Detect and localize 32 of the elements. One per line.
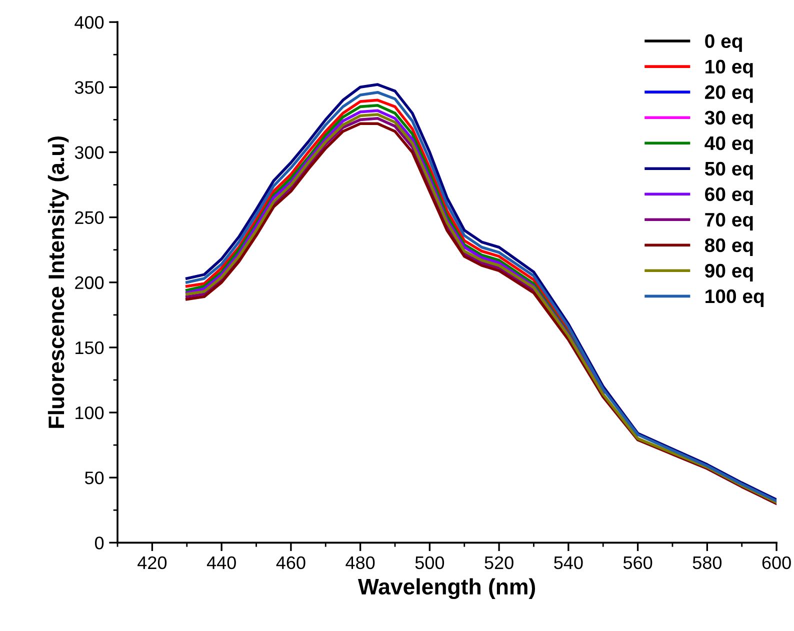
legend-label: 20 eq [705, 85, 753, 103]
legend-label: 10 eq [706, 60, 753, 78]
y-tick-label: 350 [74, 81, 104, 94]
legend-label: 60 eq [705, 187, 753, 205]
x-tick-label: 460 [276, 556, 306, 570]
x-tick-label: 420 [138, 556, 167, 570]
legend-label: 70 eq [705, 212, 753, 230]
legend-label: 30 eq [704, 110, 753, 128]
x-tick-label: 540 [554, 556, 583, 570]
x-axis-title: Wavelength (nm) [358, 578, 536, 600]
y-tick-label: 50 [84, 472, 104, 484]
y-tick-label: 150 [76, 341, 104, 354]
x-tick-label: 580 [692, 556, 722, 570]
y-axis-title: Fluorescence Intensity (a.u) [48, 136, 69, 428]
y-tick-label: 400 [74, 16, 104, 29]
y-tick-label: 300 [74, 146, 104, 159]
x-tick-label: 440 [206, 556, 236, 570]
x-tick-label: 600 [762, 556, 791, 570]
y-tick-label: 200 [75, 276, 104, 290]
legend-label: 80 eq [704, 238, 753, 256]
legend-label: 0 eq [705, 34, 742, 52]
y-tick-label: 250 [75, 211, 104, 224]
x-tick-label: 500 [415, 556, 444, 570]
legend-label: 50 eq [704, 162, 753, 180]
legend-label: 90 eq [705, 264, 753, 282]
x-tick-label: 560 [623, 556, 652, 570]
y-tick-label: 100 [76, 406, 104, 420]
x-tick-label: 520 [484, 556, 514, 570]
x-tick-label: 480 [346, 556, 375, 570]
y-tick-label: 0 [94, 536, 104, 550]
legend-label: 40 eq [704, 136, 753, 154]
legend-label: 100 eq [706, 289, 764, 308]
